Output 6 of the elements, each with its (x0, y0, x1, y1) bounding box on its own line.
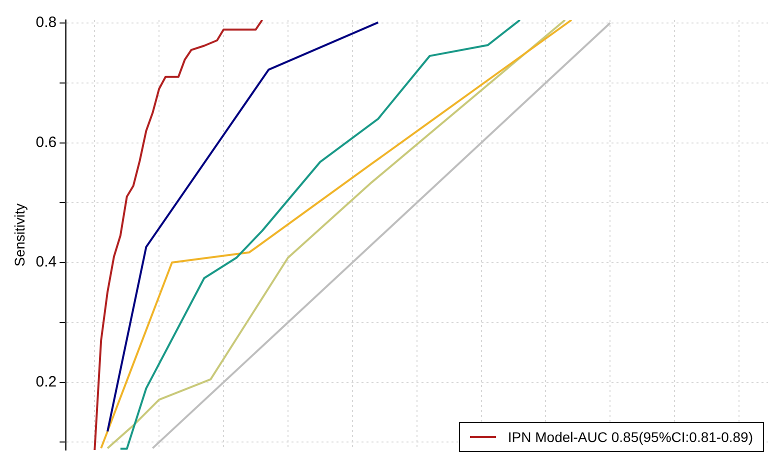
y-axis-title: Sensitivity (11, 203, 28, 267)
y-tick-label: 0.2 (36, 373, 57, 390)
legend-label: IPN Model-AUC 0.85(95%CI:0.81-0.89) (508, 429, 753, 445)
y-tick-label: 0.6 (36, 134, 57, 151)
y-tick-label: 0.8 (36, 14, 57, 32)
y-tick-label: 0.4 (36, 254, 57, 271)
